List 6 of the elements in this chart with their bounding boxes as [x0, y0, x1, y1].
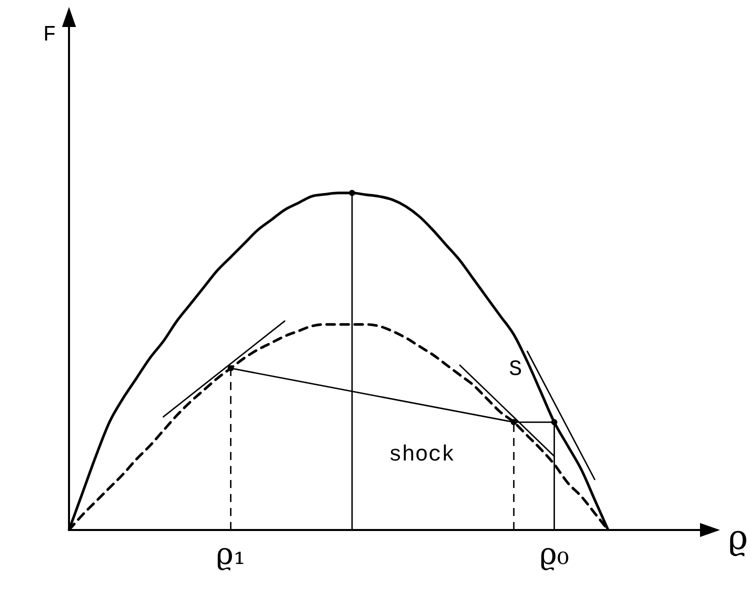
- annotation: shock: [388, 442, 455, 468]
- x-tick-label: ϱ₁: [216, 536, 246, 572]
- annotation: S: [508, 356, 522, 382]
- text: F: [42, 22, 56, 48]
- x-tick-label: ϱ₀: [539, 536, 570, 572]
- x-axis-title: ϱ: [728, 518, 748, 558]
